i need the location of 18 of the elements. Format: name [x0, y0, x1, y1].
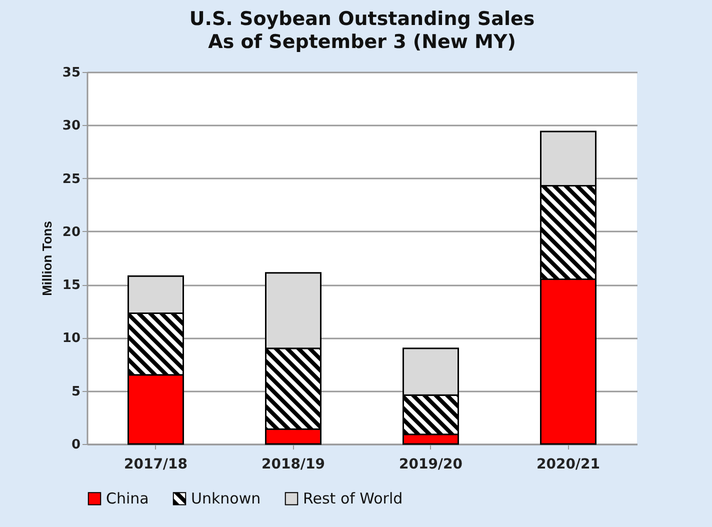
chart-title: U.S. Soybean Outstanding Sales: [189, 8, 535, 30]
chart-subtitle: As of September 3 (New MY): [208, 31, 516, 53]
y-tick-label: 25: [62, 172, 80, 187]
y-tick-label: 5: [71, 384, 80, 400]
y-tick-label: 10: [62, 331, 80, 346]
legend-label: China: [106, 490, 149, 508]
x-tick-label: 2018/19: [261, 456, 326, 472]
y-tick-label: 20: [62, 224, 80, 240]
y-axis-title: Million Tons: [39, 221, 54, 296]
y-tick-label: 0: [71, 438, 80, 452]
x-tick-label: 2017/18: [124, 456, 188, 472]
legend-label: Unknown: [191, 490, 261, 508]
y-tick-label: 35: [62, 66, 80, 80]
y-tick-label: 30: [62, 118, 80, 134]
x-tick-label: 2020/21: [536, 456, 600, 472]
y-tick-label: 15: [62, 278, 80, 294]
legend-label: Rest of World: [303, 490, 403, 508]
x-tick-label: 2019/20: [398, 456, 463, 472]
